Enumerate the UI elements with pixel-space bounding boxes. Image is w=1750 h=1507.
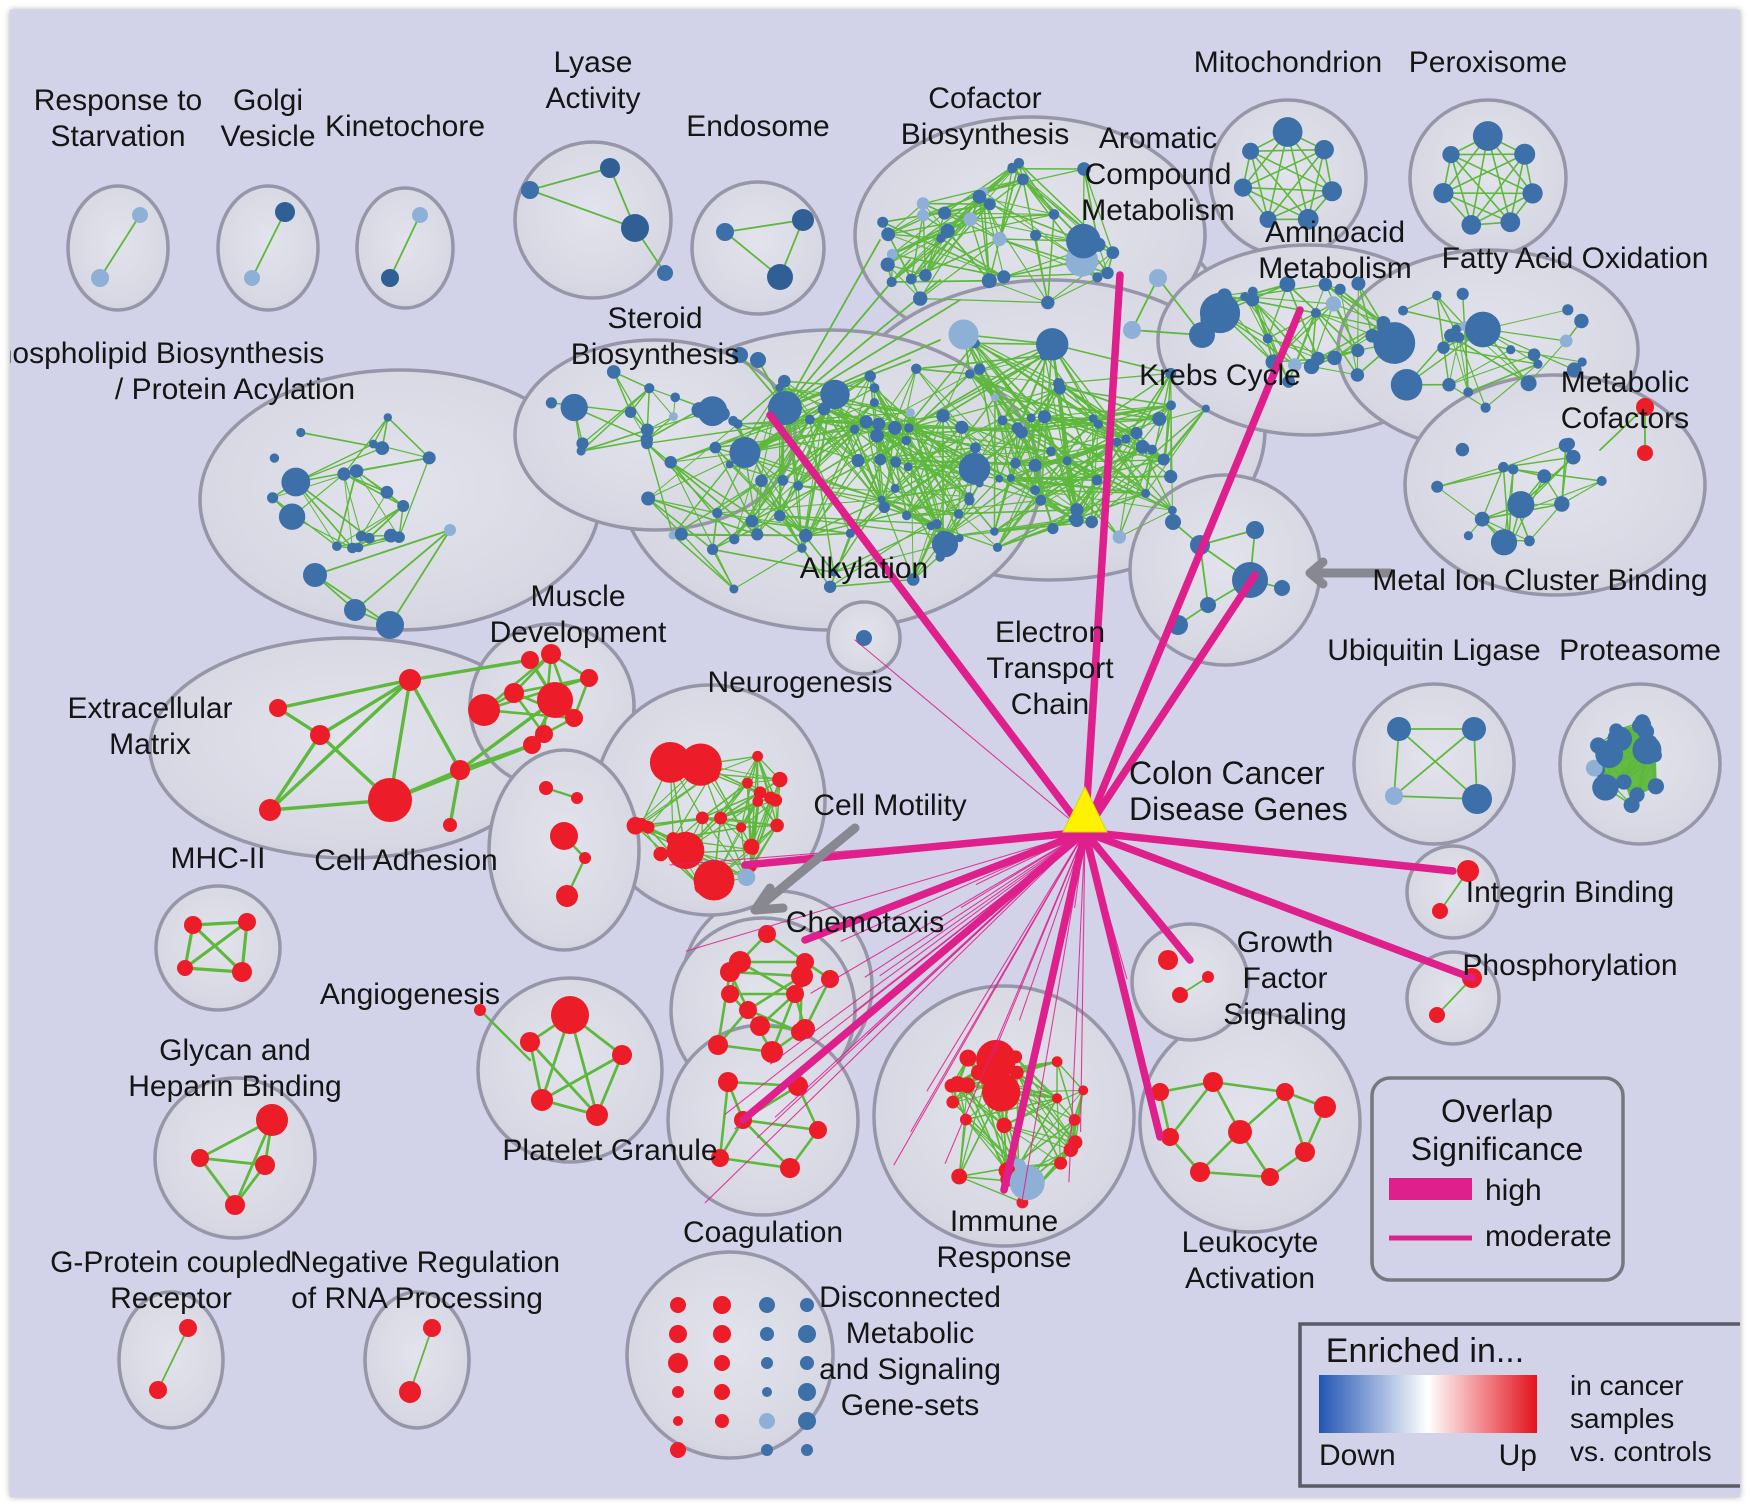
svg-text:Steroid: Steroid: [607, 302, 702, 335]
svg-text:Integrin Binding: Integrin Binding: [1466, 876, 1674, 909]
svg-text:Overlap: Overlap: [1441, 1093, 1553, 1129]
svg-text:/ Protein Acylation: / Protein Acylation: [115, 373, 355, 406]
svg-text:Lyase: Lyase: [554, 46, 633, 79]
svg-text:Aromatic: Aromatic: [1099, 122, 1217, 155]
svg-text:Platelet Granule: Platelet Granule: [502, 1134, 717, 1167]
svg-text:Growth: Growth: [1237, 926, 1334, 959]
svg-text:and Signaling: and Signaling: [819, 1353, 1001, 1386]
svg-text:Biosynthesis: Biosynthesis: [571, 338, 739, 371]
svg-text:Metabolism: Metabolism: [1258, 252, 1411, 285]
svg-text:Endosome: Endosome: [686, 110, 829, 143]
svg-text:Fatty Acid Oxidation: Fatty Acid Oxidation: [1442, 242, 1709, 275]
svg-text:Neurogenesis: Neurogenesis: [707, 666, 892, 699]
svg-text:Peroxisome: Peroxisome: [1409, 46, 1567, 79]
svg-text:Cofactors: Cofactors: [1561, 402, 1689, 435]
svg-text:of RNA Processing: of RNA Processing: [291, 1282, 543, 1315]
svg-text:Development: Development: [490, 616, 667, 649]
svg-text:Disconnected: Disconnected: [819, 1281, 1001, 1314]
svg-text:Cell Motility: Cell Motility: [813, 789, 966, 822]
svg-text:Cell Adhesion: Cell Adhesion: [314, 844, 497, 877]
svg-text:Cofactor: Cofactor: [928, 82, 1041, 115]
svg-text:Chain: Chain: [1011, 688, 1089, 721]
svg-text:Matrix: Matrix: [109, 728, 191, 761]
svg-text:Response to: Response to: [34, 84, 202, 117]
svg-text:Krebs Cycle: Krebs Cycle: [1139, 359, 1301, 392]
svg-text:Aminoacid: Aminoacid: [1265, 216, 1405, 249]
svg-text:in cancer: in cancer: [1570, 1370, 1684, 1401]
svg-text:Compound: Compound: [1085, 158, 1232, 191]
svg-text:Colon Cancer: Colon Cancer: [1129, 755, 1325, 791]
svg-text:Metal Ion Cluster Binding: Metal Ion Cluster Binding: [1372, 564, 1707, 597]
svg-text:MHC-II: MHC-II: [171, 842, 266, 875]
svg-text:Starvation: Starvation: [50, 120, 185, 153]
svg-text:Enriched in...: Enriched in...: [1326, 1332, 1524, 1370]
svg-text:Mitochondrion: Mitochondrion: [1194, 46, 1382, 79]
svg-text:Kinetochore: Kinetochore: [325, 110, 485, 143]
svg-text:Significance: Significance: [1411, 1131, 1584, 1167]
svg-text:Activity: Activity: [545, 82, 640, 115]
svg-text:Metabolic: Metabolic: [1561, 366, 1689, 399]
svg-text:Receptor: Receptor: [110, 1282, 232, 1315]
svg-text:Glycan and: Glycan and: [159, 1034, 311, 1067]
svg-text:Disease Genes: Disease Genes: [1129, 791, 1348, 827]
svg-text:Extracellular: Extracellular: [67, 692, 232, 725]
svg-text:Immune: Immune: [950, 1205, 1058, 1238]
svg-text:moderate: moderate: [1485, 1220, 1612, 1253]
svg-text:Phosphorylation: Phosphorylation: [1462, 949, 1677, 982]
svg-text:Down: Down: [1319, 1439, 1396, 1472]
svg-text:Proteasome: Proteasome: [1559, 634, 1721, 667]
svg-text:Angiogenesis: Angiogenesis: [320, 978, 500, 1011]
svg-text:Vesicle: Vesicle: [220, 120, 315, 153]
svg-text:Negative Regulation: Negative Regulation: [290, 1246, 560, 1279]
svg-text:Heparin Binding: Heparin Binding: [128, 1070, 341, 1103]
svg-text:high: high: [1485, 1174, 1542, 1207]
svg-text:Phospholipid Biosynthesis: Phospholipid Biosynthesis: [10, 337, 324, 370]
svg-text:Electron: Electron: [995, 616, 1105, 649]
svg-text:vs. controls: vs. controls: [1570, 1436, 1712, 1467]
svg-text:Gene-sets: Gene-sets: [841, 1389, 979, 1422]
svg-text:Metabolism: Metabolism: [1081, 194, 1234, 227]
svg-text:G-Protein coupled: G-Protein coupled: [50, 1246, 292, 1279]
svg-text:samples: samples: [1570, 1403, 1674, 1434]
svg-text:Response: Response: [936, 1241, 1071, 1274]
svg-text:Muscle: Muscle: [530, 580, 625, 613]
svg-text:Signaling: Signaling: [1223, 998, 1346, 1031]
svg-text:Metabolic: Metabolic: [846, 1317, 974, 1350]
svg-text:Coagulation: Coagulation: [683, 1216, 843, 1249]
svg-text:Up: Up: [1499, 1439, 1537, 1472]
svg-text:Chemotaxis: Chemotaxis: [786, 906, 944, 939]
svg-text:Leukocyte: Leukocyte: [1182, 1226, 1319, 1259]
svg-text:Factor: Factor: [1242, 962, 1327, 995]
svg-text:Biosynthesis: Biosynthesis: [901, 118, 1069, 151]
svg-text:Transport: Transport: [986, 652, 1114, 685]
svg-text:Activation: Activation: [1185, 1262, 1315, 1295]
svg-text:Alkylation: Alkylation: [800, 552, 928, 585]
svg-text:Golgi: Golgi: [233, 84, 303, 117]
svg-text:Ubiquitin Ligase: Ubiquitin Ligase: [1327, 634, 1540, 667]
